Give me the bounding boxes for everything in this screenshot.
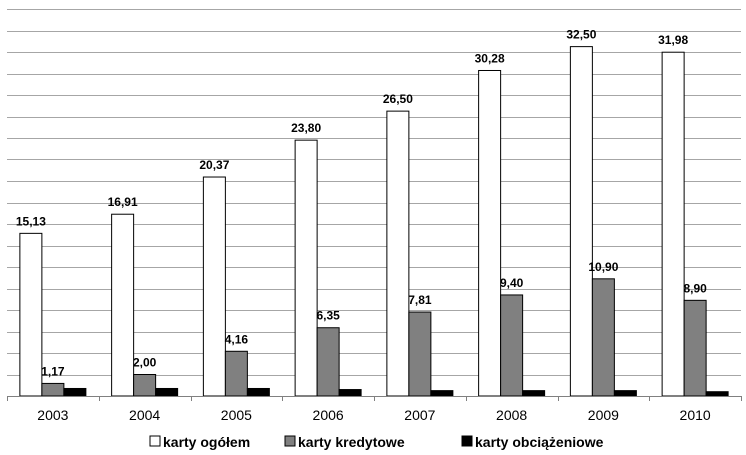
legend-label: karty ogółem (163, 434, 250, 450)
bar-karty-kredytowe-2005 (224, 350, 248, 397)
x-tick-label: 2008 (496, 407, 527, 423)
data-label: 31,98 (658, 33, 688, 47)
bar-karty-ogółem-2004 (111, 213, 135, 397)
data-label: 9,40 (500, 276, 524, 290)
legend-swatch (461, 435, 473, 447)
bar-karty-kredytowe-2004 (133, 374, 157, 397)
x-tick-label: 2009 (588, 407, 619, 423)
bar-karty-ogółem-2003 (19, 232, 43, 397)
bar-karty-obciążeniowe-2009 (613, 390, 637, 397)
axes: 2003 2004 2005 2006 2007 2008 2009 2010 (7, 396, 742, 423)
bar-karty-kredytowe-2009 (591, 278, 615, 397)
data-label: 1,17 (41, 364, 65, 378)
data-labels: 15,13 1,17 16,91 2,00 20,37 4,16 23,80 6,35 26,5… (16, 28, 707, 379)
bar-karty-obciążeniowe-2010 (705, 391, 729, 397)
data-label: 7,81 (408, 293, 432, 307)
data-label: 16,91 (108, 195, 138, 209)
data-label: 23,80 (291, 121, 321, 135)
bar-karty-ogółem-2006 (294, 139, 318, 397)
bar-karty-obciążeniowe-2008 (522, 390, 546, 397)
data-label: 4,16 (225, 332, 249, 346)
bar-karty-kredytowe-2010 (683, 299, 707, 397)
x-tick-label: 2010 (680, 407, 711, 423)
data-label: 10,90 (588, 260, 618, 274)
legend-label: karty obciążeniowe (475, 434, 604, 450)
data-label: 8,90 (683, 281, 707, 295)
data-label: 15,13 (16, 214, 46, 228)
x-tick-label: 2005 (221, 407, 252, 423)
bar-karty-ogółem-2009 (569, 46, 593, 397)
bar-karty-obciążeniowe-2005 (246, 387, 270, 397)
data-label: 30,28 (475, 51, 505, 65)
bars (19, 46, 729, 397)
bar-karty-obciążeniowe-2003 (63, 387, 87, 397)
data-label: 32,50 (566, 28, 596, 42)
bar-karty-kredytowe-2008 (500, 294, 524, 397)
data-label: 20,37 (199, 158, 229, 172)
x-tick-label: 2007 (404, 407, 435, 423)
data-label: 6,35 (316, 309, 340, 323)
bar-karty-obciążeniowe-2004 (155, 387, 179, 397)
data-label: 2,00 (133, 356, 157, 370)
bar-karty-obciążeniowe-2006 (338, 389, 362, 397)
data-label: 26,50 (383, 92, 413, 106)
bar-karty-ogółem-2008 (478, 69, 502, 397)
legend-label: karty kredytowe (298, 434, 405, 450)
legend: karty ogółem karty kredytowe karty obciąże… (149, 434, 604, 450)
x-tick-label: 2004 (129, 407, 160, 423)
bar-karty-ogółem-2005 (202, 176, 226, 397)
bar-karty-kredytowe-2006 (316, 327, 340, 397)
bar-karty-ogółem-2007 (386, 110, 410, 397)
legend-swatch (284, 435, 296, 447)
x-tick-label: 2003 (37, 407, 68, 423)
bar-karty-kredytowe-2003 (41, 382, 65, 397)
bar-karty-kredytowe-2007 (408, 311, 432, 397)
x-tick-label: 2006 (313, 407, 344, 423)
legend-swatch (149, 435, 161, 447)
bar-karty-ogółem-2010 (661, 51, 685, 397)
bar-karty-obciążeniowe-2007 (430, 390, 454, 397)
